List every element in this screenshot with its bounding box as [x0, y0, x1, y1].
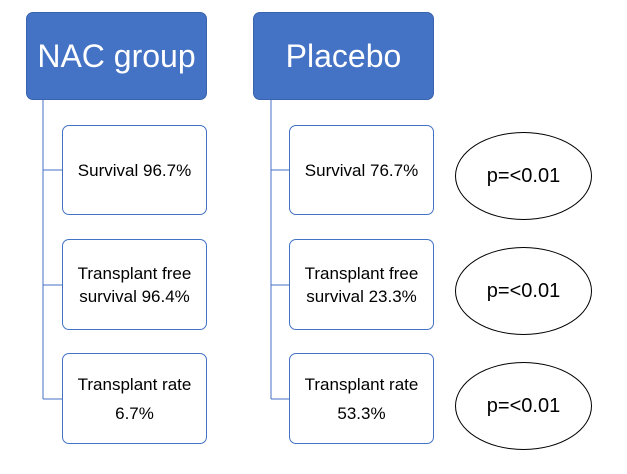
header-nac-group: NAC group — [26, 12, 207, 100]
header-nac-group-label: NAC group — [37, 37, 196, 74]
p-value-ellipse-transplant-rate: p=<0.01 — [455, 362, 592, 450]
p-value-label: p=<0.01 — [486, 279, 561, 302]
outcome-value: survival 23.3% — [306, 286, 417, 306]
outcome-box-placebo-transplant-rate: Transplant rate 53.3% — [289, 353, 434, 444]
header-placebo: Placebo — [253, 12, 434, 100]
outcome-box-nac-transplant-rate: Transplant rate 6.7% — [62, 353, 207, 444]
p-value-ellipse-transplant-free: p=<0.01 — [455, 247, 592, 335]
outcome-label: Transplant free — [304, 263, 419, 283]
outcome-box-placebo-survival: Survival 76.7% — [289, 125, 434, 215]
outcome-value: survival 96.4% — [79, 286, 190, 306]
outcome-label: Survival 76.7% — [304, 160, 419, 180]
outcome-label: Transplant rate — [77, 374, 192, 394]
p-value-label: p=<0.01 — [486, 394, 561, 417]
outcome-label: Transplant free — [77, 263, 192, 283]
p-value-label: p=<0.01 — [486, 164, 561, 187]
outcome-label: Transplant rate — [304, 374, 419, 394]
outcome-box-nac-survival: Survival 96.7% — [62, 125, 207, 215]
outcome-value: 6.7% — [115, 403, 154, 423]
outcome-box-placebo-transplant-free: Transplant free survival 23.3% — [289, 239, 434, 330]
outcome-label: Survival 96.7% — [77, 160, 192, 180]
outcome-value: 53.3% — [337, 403, 386, 423]
header-placebo-label: Placebo — [285, 37, 402, 74]
p-value-ellipse-survival: p=<0.01 — [455, 132, 592, 220]
outcome-box-nac-transplant-free: Transplant free survival 96.4% — [62, 239, 207, 330]
